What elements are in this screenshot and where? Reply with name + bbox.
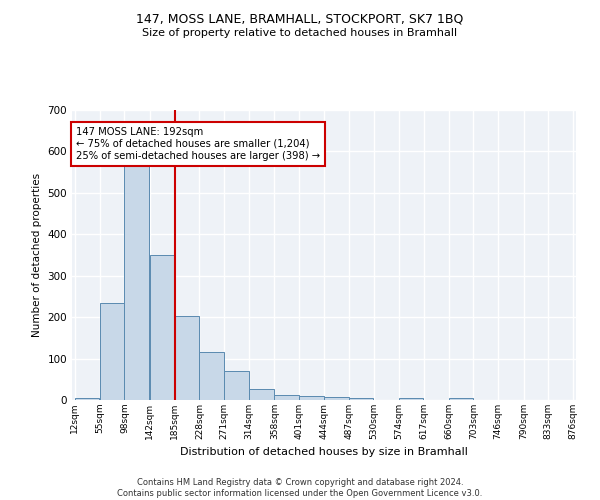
X-axis label: Distribution of detached houses by size in Bramhall: Distribution of detached houses by size … bbox=[180, 448, 468, 458]
Bar bbox=[224, 371, 249, 400]
Text: Size of property relative to detached houses in Bramhall: Size of property relative to detached ho… bbox=[142, 28, 458, 38]
Bar bbox=[324, 397, 349, 400]
Bar bbox=[399, 398, 424, 400]
Bar bbox=[100, 302, 124, 400]
Bar bbox=[274, 394, 299, 400]
Bar bbox=[349, 398, 373, 400]
Text: Contains HM Land Registry data © Crown copyright and database right 2024.
Contai: Contains HM Land Registry data © Crown c… bbox=[118, 478, 482, 498]
Bar bbox=[299, 396, 324, 400]
Bar bbox=[150, 255, 175, 400]
Bar bbox=[175, 316, 199, 400]
Bar bbox=[449, 398, 473, 400]
Text: 147, MOSS LANE, BRAMHALL, STOCKPORT, SK7 1BQ: 147, MOSS LANE, BRAMHALL, STOCKPORT, SK7… bbox=[136, 12, 464, 26]
Bar bbox=[124, 160, 149, 400]
Bar bbox=[75, 398, 100, 400]
Bar bbox=[249, 389, 274, 400]
Y-axis label: Number of detached properties: Number of detached properties bbox=[32, 173, 42, 337]
Text: 147 MOSS LANE: 192sqm
← 75% of detached houses are smaller (1,204)
25% of semi-d: 147 MOSS LANE: 192sqm ← 75% of detached … bbox=[76, 128, 320, 160]
Bar bbox=[199, 352, 224, 400]
